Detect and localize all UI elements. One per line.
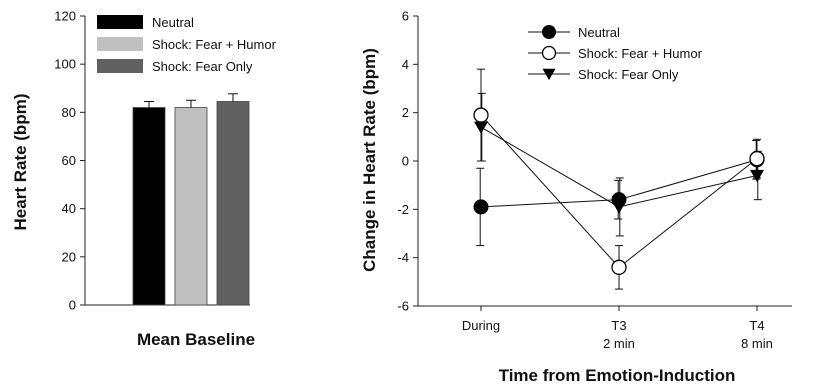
right-y-tick-label: 0 xyxy=(402,154,409,169)
legend-swatch xyxy=(97,37,143,51)
legend-swatch xyxy=(97,59,143,73)
series-2-point xyxy=(611,259,627,275)
bar-3 xyxy=(216,101,250,306)
left-y-tick-label: 0 xyxy=(69,298,76,313)
right-x-tick-label: During xyxy=(462,318,500,333)
left-y-tick-label: 40 xyxy=(62,201,76,216)
left-x-axis-title: Mean Baseline xyxy=(137,330,255,349)
legend-label: Shock: Fear + Humor xyxy=(578,46,703,61)
legend-marker xyxy=(542,25,556,39)
legend-marker xyxy=(542,68,556,81)
bar-2 xyxy=(174,107,208,306)
left-y-tick-label: 20 xyxy=(62,249,76,264)
series-3-point xyxy=(750,169,764,183)
right-x-tick-sublabel: 8 min xyxy=(741,336,773,351)
series-3-point xyxy=(474,121,488,134)
right-x-tick-label: T3 xyxy=(611,318,626,333)
left-y-tick-label: 100 xyxy=(54,57,76,72)
right-y-tick-label: 6 xyxy=(402,9,409,24)
legend-label: Shock: Fear + Humor xyxy=(152,37,277,52)
right-x-tick-label: T4 xyxy=(749,318,764,333)
right-y-tick-label: 4 xyxy=(402,57,409,72)
right-x-tick-sublabel: 2 min xyxy=(603,336,635,351)
right-y-tick-label: -6 xyxy=(397,299,409,314)
left-y-axis-title: Heart Rate (bpm) xyxy=(11,94,30,231)
right-y-tick-label: -2 xyxy=(397,202,409,217)
legend-label: Neutral xyxy=(578,25,620,40)
left-y-tick-label: 60 xyxy=(62,153,76,168)
baseline-bar-chart: Heart Rate (bpm) Mean Baseline 0 20 40 60 80… xyxy=(11,9,277,350)
legend-label: Neutral xyxy=(152,15,194,30)
right-y-axis-title: Change in Heart Rate (bpm) xyxy=(360,48,379,272)
heart-rate-change-line-chart: Change in Heart Rate (bpm) Time from Emo… xyxy=(360,9,792,385)
right-y-tick-label: 2 xyxy=(402,105,409,120)
series-2-point xyxy=(749,150,765,167)
left-y-tick-label: 80 xyxy=(62,105,76,120)
legend-label: Shock: Fear Only xyxy=(152,59,253,74)
legend-label: Shock: Fear Only xyxy=(578,67,679,82)
series-line-2 xyxy=(480,114,758,269)
legend-marker xyxy=(541,45,557,61)
left-y-tick-label: 120 xyxy=(54,9,76,24)
series-1-point xyxy=(473,199,489,215)
legend-swatch xyxy=(97,15,143,29)
right-y-tick-label: -4 xyxy=(397,250,409,265)
series-3-point xyxy=(612,201,626,214)
bar-1 xyxy=(132,107,166,306)
right-x-axis-title: Time from Emotion-Induction xyxy=(499,366,736,385)
series-2-point xyxy=(473,107,489,123)
